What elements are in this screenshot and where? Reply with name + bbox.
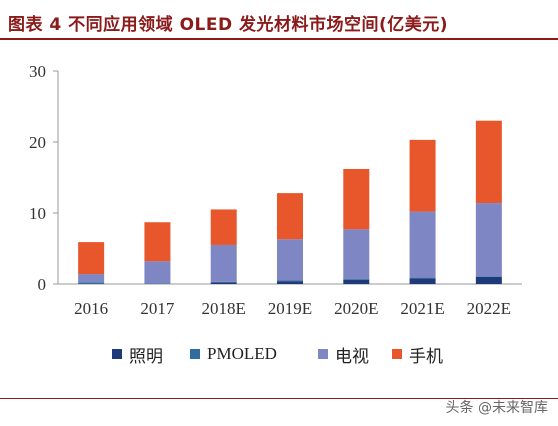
bar-segment <box>475 276 502 284</box>
x-tick-label: 2019E <box>268 299 312 318</box>
legend-label: PMOLED <box>207 344 277 363</box>
bar-segment <box>409 211 436 278</box>
stacked-bar-chart: 2016 2017 2018E 2019E 2020E 2021E 2022E 0 10 20 3… <box>29 62 522 318</box>
legend-item: 照明 <box>112 342 163 367</box>
legend-label: 照明 <box>129 346 163 367</box>
bar-segment <box>144 222 171 262</box>
bar-segment <box>210 281 237 283</box>
legend-label: 手机 <box>409 346 443 367</box>
y-axis-labels: 0 10 20 30 <box>29 62 46 294</box>
x-tick-label: 2016 <box>74 299 108 318</box>
bar-segment <box>144 261 171 284</box>
bar-segment <box>277 193 303 240</box>
bar-segment <box>144 283 171 284</box>
footer-divider <box>0 398 558 399</box>
bar-segment <box>78 242 105 275</box>
bar-segment <box>343 279 370 280</box>
bar-segment <box>210 209 237 245</box>
legend-item: PMOLED <box>190 342 277 366</box>
chart-legend: 照明 PMOLED 电视 手机 <box>0 342 558 367</box>
bar-segment <box>343 229 370 280</box>
bar-segment <box>277 281 303 284</box>
x-tick-label: 2018E <box>202 299 246 318</box>
bar-segment <box>78 282 105 284</box>
legend-swatch <box>190 349 200 359</box>
x-tick-label: 2020E <box>334 299 378 318</box>
legend-swatch <box>392 349 402 359</box>
bar-segment <box>343 168 370 230</box>
bar-segment <box>277 239 303 281</box>
legend-item: 手机 <box>392 342 443 367</box>
watermark-text: 头条 @未来智库 <box>445 400 548 416</box>
y-tick-label: 20 <box>29 133 46 152</box>
bar-segment <box>78 274 105 283</box>
bar-segment <box>409 277 436 279</box>
x-axis-labels: 2016 2017 2018E 2019E 2020E 2021E 2022E <box>74 299 511 318</box>
bar-segment <box>210 244 237 282</box>
y-tick-label: 30 <box>29 62 46 81</box>
x-tick-label: 2017 <box>140 299 175 318</box>
bar-segment <box>210 282 237 284</box>
legend-item: 电视 <box>318 342 369 367</box>
legend-swatch <box>318 349 328 359</box>
y-tick-label: 10 <box>29 204 46 223</box>
figure-title: 图表 4 不同应用领域 OLED 发光材料市场空间(亿美元) <box>8 15 449 35</box>
x-tick-label: 2022E <box>467 299 511 318</box>
x-tick-label: 2021E <box>400 299 444 318</box>
bar-segment <box>277 280 303 282</box>
legend-swatch <box>112 349 122 359</box>
legend-label: 电视 <box>335 346 369 367</box>
bar-segment <box>409 139 436 212</box>
chart-bars <box>78 120 502 284</box>
bar-segment <box>475 276 502 277</box>
y-tick-label: 0 <box>38 275 47 294</box>
bar-segment <box>475 120 502 204</box>
bar-segment <box>409 278 436 284</box>
figure-title-bar: 图表 4 不同应用领域 OLED 发光材料市场空间(亿美元) <box>0 0 558 46</box>
bar-segment <box>475 203 502 277</box>
bar-segment <box>343 279 370 284</box>
title-divider <box>0 38 558 40</box>
